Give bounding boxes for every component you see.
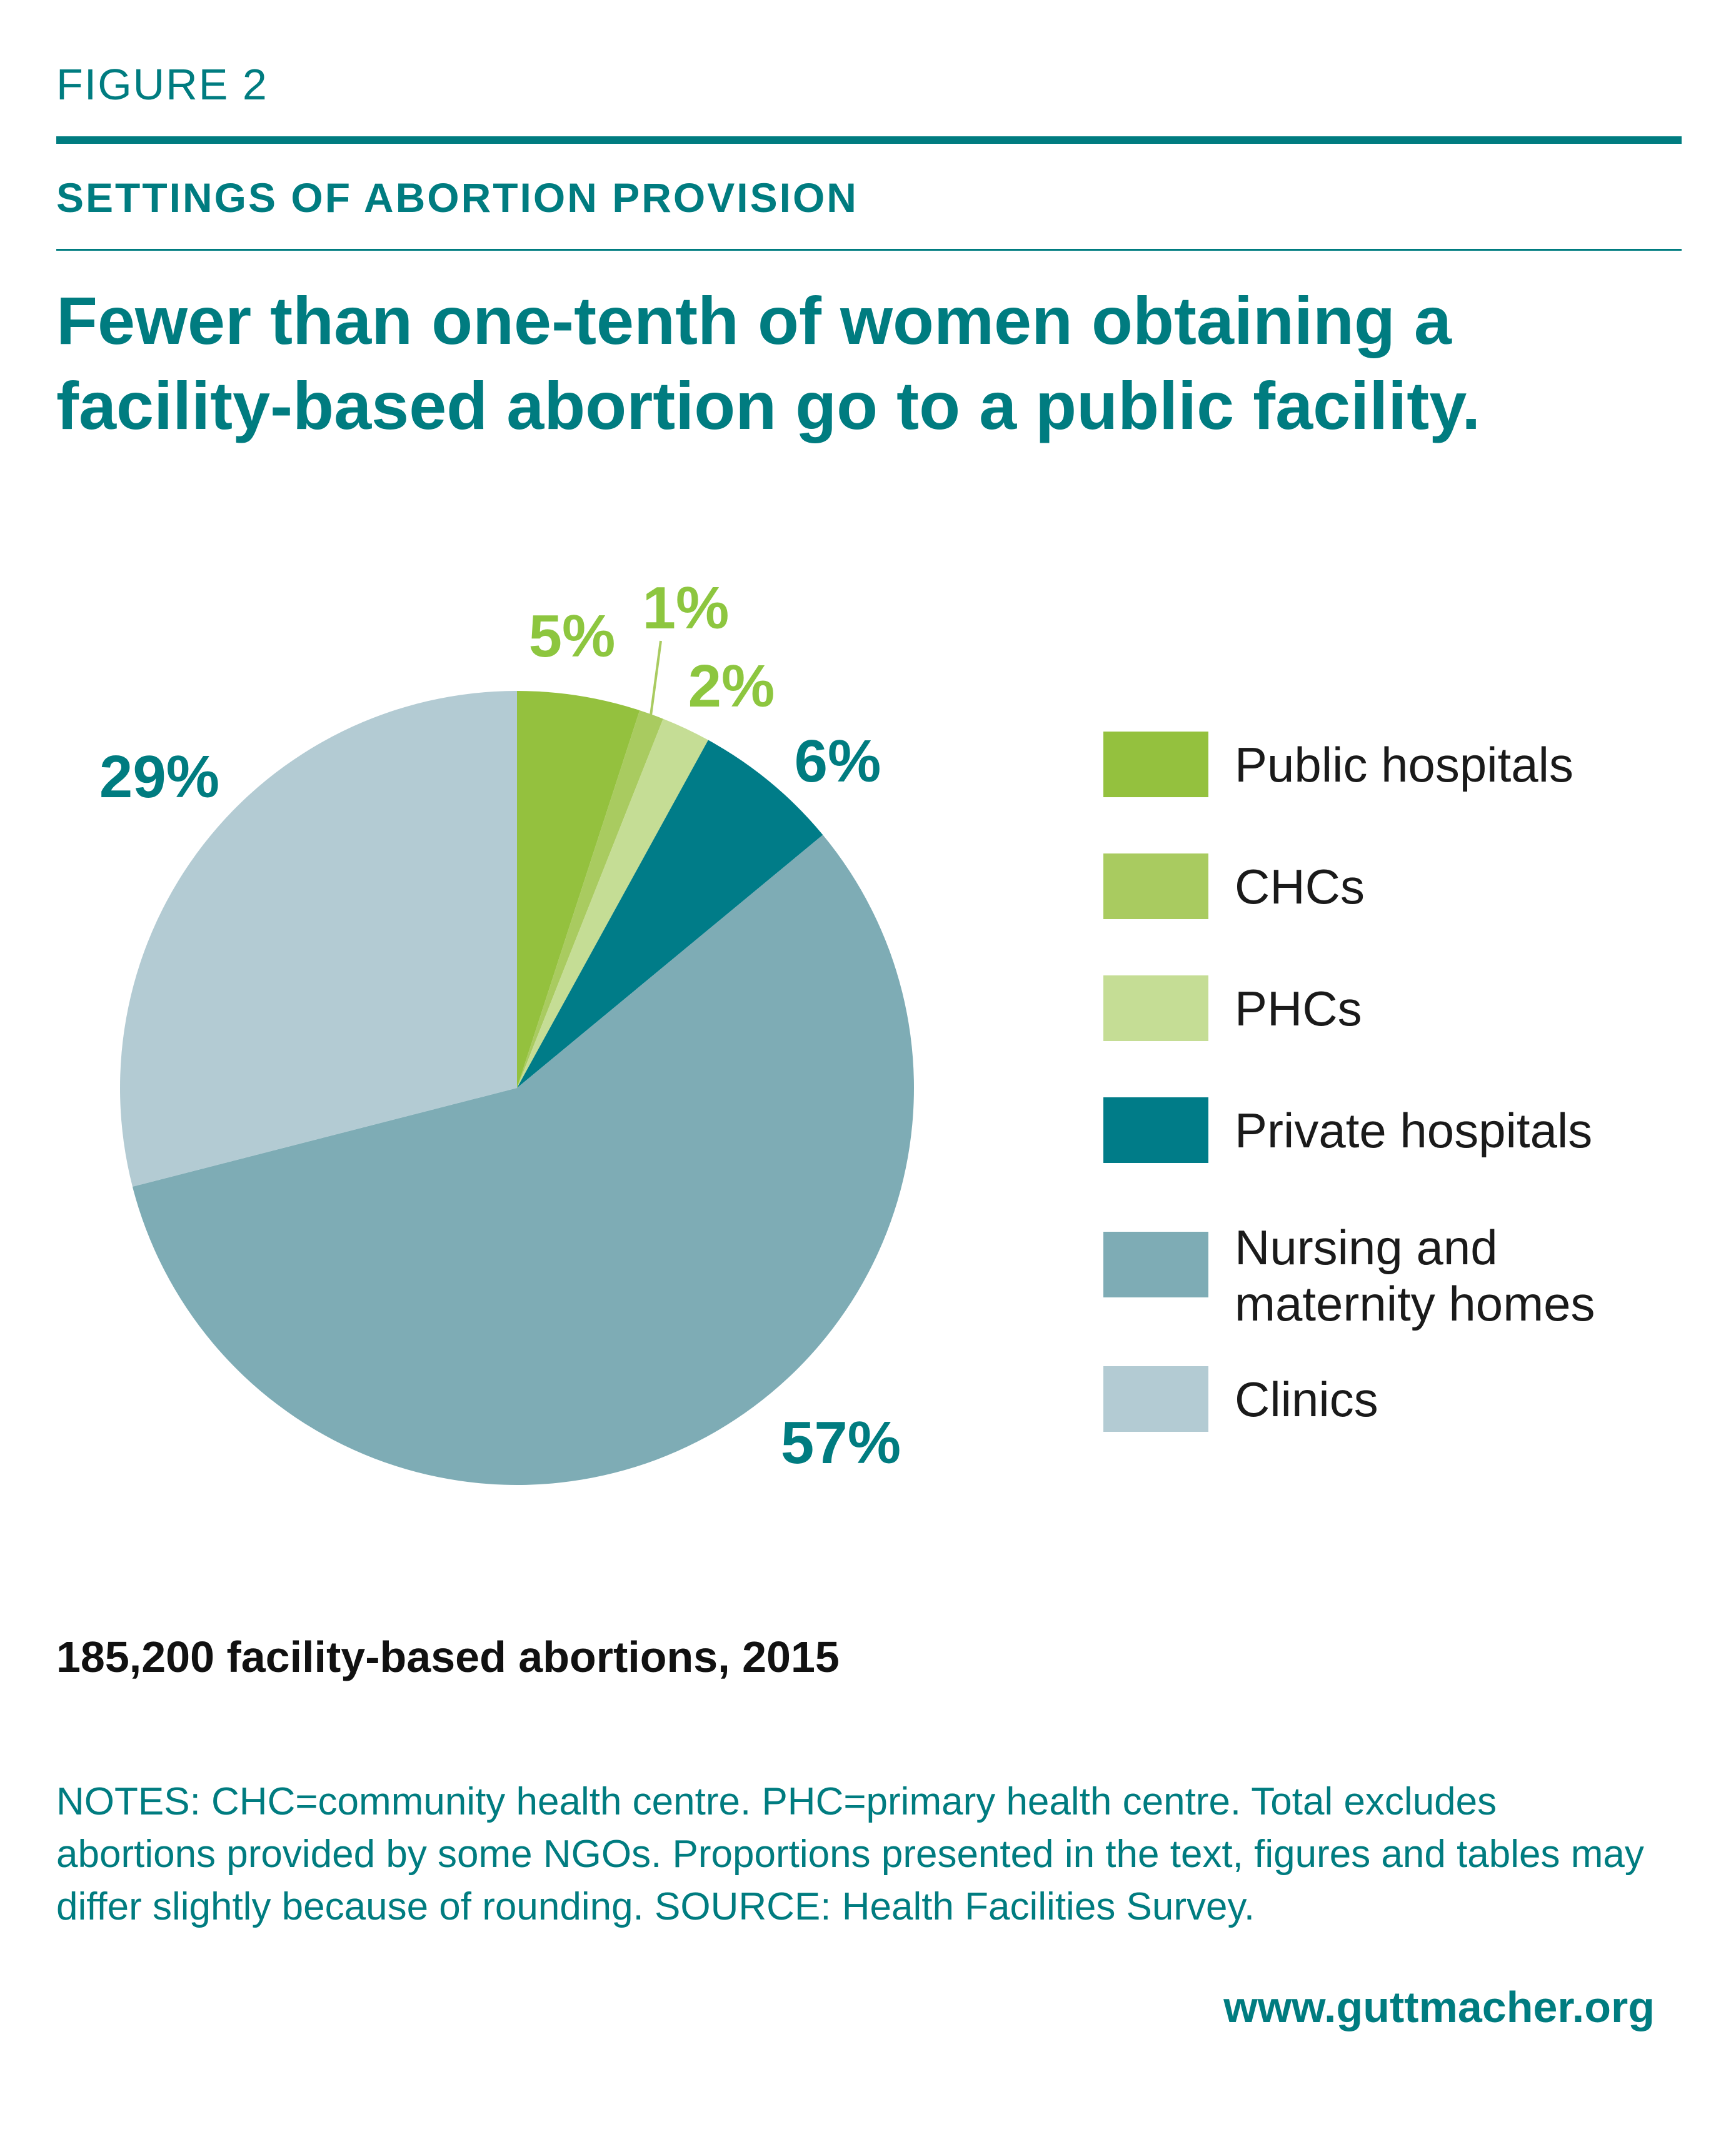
pie-slice-4: [132, 835, 914, 1485]
legend-label: Public hospitals: [1235, 737, 1573, 792]
pie-slices: [119, 691, 914, 1485]
pie-label-4: 57%: [781, 1409, 901, 1476]
headline: Fewer than one-tenth of women obtaining …: [56, 283, 1481, 443]
legend-label: Private hospitals: [1235, 1103, 1593, 1158]
pie-label-5: 29%: [99, 743, 219, 810]
pie-leader-line-1: [649, 640, 662, 717]
pie-label-0: 5%: [529, 603, 616, 670]
pie-slice-3: [517, 740, 823, 1088]
pie-slice-5: [119, 691, 517, 1187]
legend-label: Clinics: [1235, 1372, 1378, 1427]
pie-label-3: 6%: [795, 728, 881, 795]
legend-label: PHCs: [1235, 981, 1362, 1036]
legend-swatch: [1103, 853, 1208, 919]
pie-slice-0: [517, 691, 640, 1088]
notes: NOTES: CHC=community health centre. PHC=…: [56, 1780, 1644, 1928]
website-link[interactable]: www.guttmacher.org: [1223, 1983, 1655, 2031]
pie-label-1: 1%: [643, 575, 730, 642]
legend-label: Nursing and maternity homes: [1235, 1220, 1595, 1331]
top-rule: [56, 136, 1682, 144]
legend-swatch: [1103, 975, 1208, 1041]
thin-rule: [56, 249, 1682, 251]
pie-chart: 5% 1% 2% 6% 57% 29%: [99, 575, 914, 1485]
pie-label-2: 2%: [688, 653, 775, 720]
legend-label: CHCs: [1235, 859, 1365, 914]
legend-swatch: [1103, 732, 1208, 797]
pie-labels: 5% 1% 2% 6% 57% 29%: [99, 575, 901, 1476]
chart-subtitle: 185,200 facility-based abortions, 2015: [56, 1633, 840, 1681]
pie-slice-1: [517, 710, 663, 1088]
legend-swatch: [1103, 1366, 1208, 1432]
legend-swatch: [1103, 1097, 1208, 1163]
pie-slice-2: [517, 718, 708, 1088]
legend-swatch: [1103, 1232, 1208, 1297]
pie-leader-lines: [649, 640, 662, 717]
figure-label: FIGURE 2: [56, 60, 268, 109]
section-title: SETTINGS OF ABORTION PROVISION: [56, 174, 858, 221]
